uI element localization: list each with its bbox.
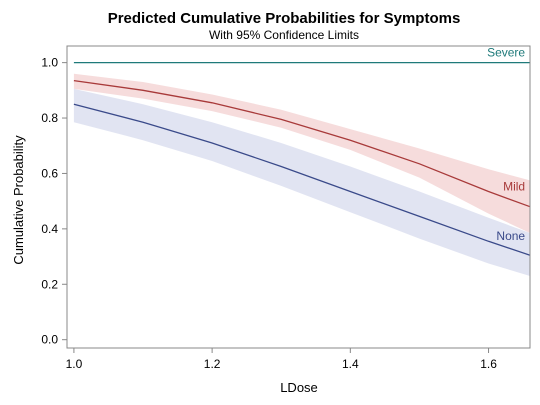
y-tick-label: 0.4 xyxy=(41,222,58,236)
y-tick-label: 1.0 xyxy=(41,56,58,70)
chart-subtitle: With 95% Confidence Limits xyxy=(209,28,359,42)
band-mild xyxy=(73,73,531,233)
x-tick-label: 1.6 xyxy=(480,357,497,371)
x-tick-label: 1.0 xyxy=(66,357,83,371)
series-lines xyxy=(73,61,531,256)
x-tick-label: 1.4 xyxy=(342,357,359,371)
y-axis-label: Cumulative Probability xyxy=(11,135,26,265)
x-axis-label: LDose xyxy=(280,380,318,395)
y-tick-label: 0.8 xyxy=(41,111,58,125)
y-tick-label: 0.6 xyxy=(41,166,58,180)
x-tick-label: 1.2 xyxy=(204,357,221,371)
plot-frame xyxy=(66,45,531,349)
y-tick-label: 0.2 xyxy=(41,277,58,291)
y-tick-label: 0.0 xyxy=(41,333,58,347)
y-axis: 0.0 0.2 0.4 0.6 0.8 1.0 xyxy=(41,56,67,347)
series-label-none: None xyxy=(496,229,525,243)
x-axis: 1.0 1.2 1.4 1.6 xyxy=(66,348,497,371)
chart-title: Predicted Cumulative Probabilities for S… xyxy=(108,10,461,27)
confidence-bands xyxy=(73,73,531,277)
series-label-severe: Severe xyxy=(487,46,525,60)
series-labels: Severe Mild None xyxy=(487,46,525,244)
series-label-mild: Mild xyxy=(503,179,525,193)
series-line-none xyxy=(73,103,531,256)
series-line-mild xyxy=(73,79,531,208)
